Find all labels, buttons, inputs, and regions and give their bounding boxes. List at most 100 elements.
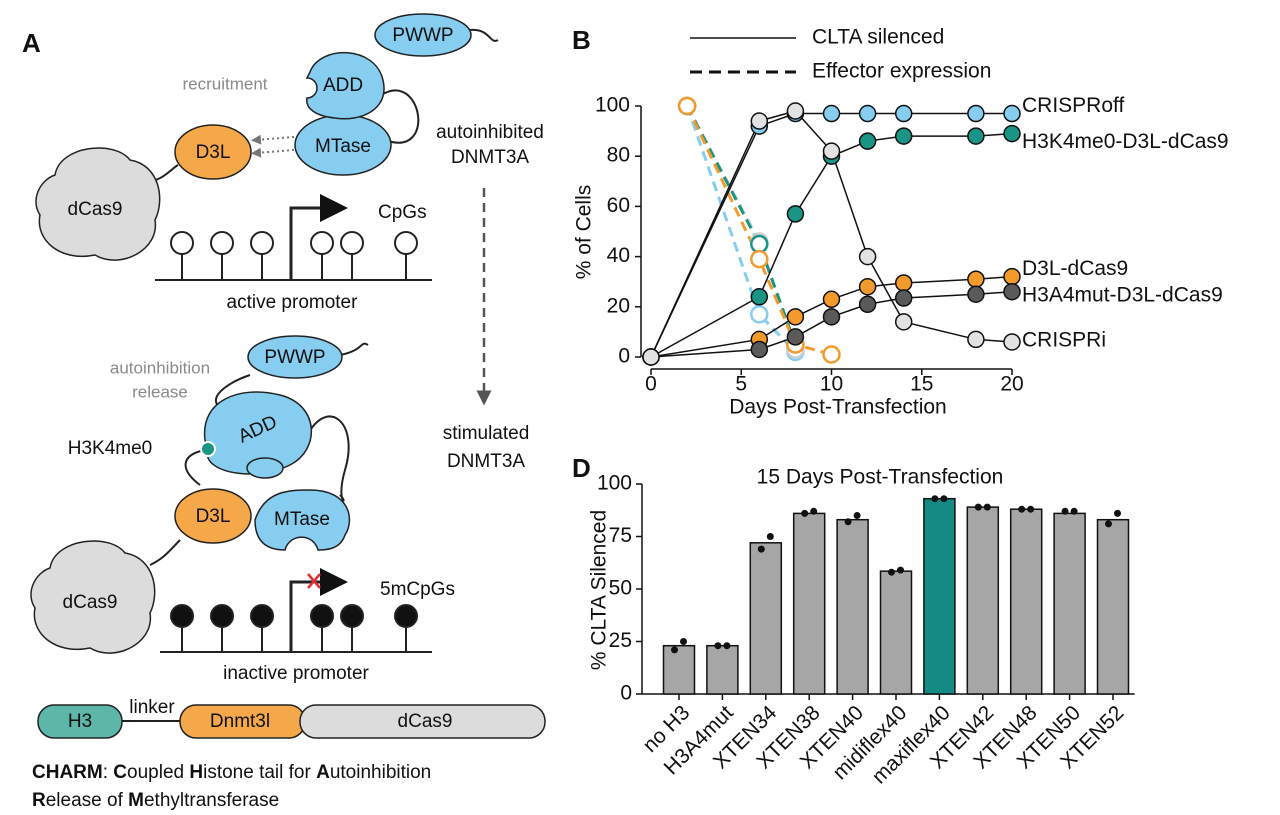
- bar: [836, 518, 869, 695]
- pwwp-domain: [374, 13, 472, 57]
- label: D3L: [196, 142, 231, 163]
- data-point: [894, 104, 913, 123]
- caption-part: :: [103, 762, 114, 783]
- x-tick-label: 15: [910, 373, 933, 396]
- y-tick-label: 75: [609, 524, 632, 547]
- data-point: [750, 288, 769, 306]
- caption-part: utoinhibition: [330, 762, 431, 783]
- promoter: [155, 194, 432, 281]
- label: D3L: [196, 506, 231, 527]
- data-point: [858, 104, 877, 123]
- data-point: [858, 132, 877, 150]
- caption-part: istone tail for: [203, 762, 316, 783]
- data-point: [858, 247, 877, 266]
- label: 5mCpGs: [380, 579, 455, 600]
- dcas9: [30, 540, 156, 654]
- bar: [1009, 508, 1043, 695]
- data-point: [750, 112, 769, 130]
- replicate-point: [888, 568, 895, 576]
- y-axis-label: % CLTA Silenced: [588, 510, 611, 670]
- data-point: [750, 305, 769, 324]
- data-point: [894, 289, 913, 307]
- label: release: [132, 382, 188, 401]
- data-point: [1003, 104, 1021, 123]
- label: PWWP: [264, 347, 325, 368]
- data-point: [1003, 333, 1021, 351]
- label: DNMT3A: [447, 451, 525, 472]
- x-tick-label: 20: [1000, 373, 1023, 396]
- series-line: [685, 105, 832, 356]
- replicate-point: [671, 646, 678, 654]
- caption: CHARM: Coupled Histone tail for Autoinhi…: [32, 762, 431, 783]
- promoter: [160, 568, 432, 653]
- series-line: [650, 132, 1013, 358]
- bar: [749, 542, 783, 695]
- data-point: [786, 328, 805, 346]
- label: H3: [68, 711, 92, 732]
- data-point: [786, 308, 805, 326]
- label: PWWP: [392, 25, 453, 46]
- data-point: [822, 290, 841, 309]
- series-label: D3L-dCas9: [1022, 257, 1128, 280]
- y-tick-label: 25: [609, 629, 632, 652]
- replicate-point: [680, 638, 687, 645]
- replicate-point: [1114, 509, 1121, 517]
- d3l-domain: [174, 124, 252, 180]
- label: autoinhibited: [436, 122, 544, 143]
- series-label: CRISPRoff: [1022, 94, 1124, 117]
- bar: [923, 497, 956, 695]
- data-point: [786, 205, 805, 223]
- caption-part: ethyltransferase: [144, 790, 279, 811]
- linker-loop: [374, 89, 420, 144]
- label: DNMT3A: [451, 147, 529, 168]
- label: MTase: [274, 509, 330, 530]
- caption-part: H: [189, 762, 203, 783]
- add-domain: [203, 391, 313, 475]
- label: Dnmt3l: [210, 711, 270, 732]
- data-point: [1003, 124, 1021, 143]
- series-label: CRISPRi: [1022, 328, 1106, 351]
- y-tick-label: 0: [620, 682, 632, 705]
- tail: [469, 28, 499, 42]
- data-point: [750, 234, 769, 254]
- replicate-point: [844, 518, 852, 526]
- replicate-point: [801, 509, 809, 517]
- data-point: [750, 340, 769, 359]
- y-tick-label: 80: [607, 144, 630, 167]
- data-point: [967, 127, 985, 145]
- bar: [1053, 512, 1086, 695]
- bar: [879, 570, 913, 695]
- bar: [792, 512, 826, 695]
- data-point: [642, 348, 660, 366]
- data-point: [894, 127, 913, 145]
- panel-letter: B: [572, 25, 591, 55]
- label: H3K4me0: [68, 438, 153, 459]
- label: recruitment: [182, 74, 267, 93]
- data-point: [822, 308, 841, 326]
- label: stimulated: [443, 423, 530, 444]
- x-tick-label: 0: [645, 373, 657, 396]
- data-point: [786, 102, 805, 120]
- y-tick-label: 50: [609, 577, 632, 600]
- data-point: [858, 295, 877, 314]
- x-axis-label: Days Post-Transfection: [729, 396, 946, 419]
- replicate-point: [931, 495, 939, 503]
- replicate-point: [940, 495, 948, 503]
- diagram: A ADD PWWP MTase recruitment D3L dCas9 a…: [22, 13, 546, 811]
- data-point: [967, 270, 985, 288]
- y-tick-label: 40: [607, 244, 630, 267]
- replicate-point: [974, 503, 982, 511]
- bar: [1096, 518, 1130, 695]
- x-tick-label: 5: [735, 373, 747, 396]
- data-point: [677, 96, 697, 116]
- caption-part: CHARM: [32, 762, 103, 783]
- bar: [966, 506, 1000, 695]
- legend-label: CLTA silenced: [812, 26, 944, 49]
- pwwp-domain: [247, 335, 343, 379]
- data-point: [858, 277, 877, 296]
- data-point: [822, 345, 841, 364]
- x-tick-label: 10: [820, 373, 843, 396]
- y-tick-label: 0: [618, 345, 630, 368]
- h3k4me0-tail: [200, 441, 216, 457]
- caption-part: R: [32, 790, 46, 811]
